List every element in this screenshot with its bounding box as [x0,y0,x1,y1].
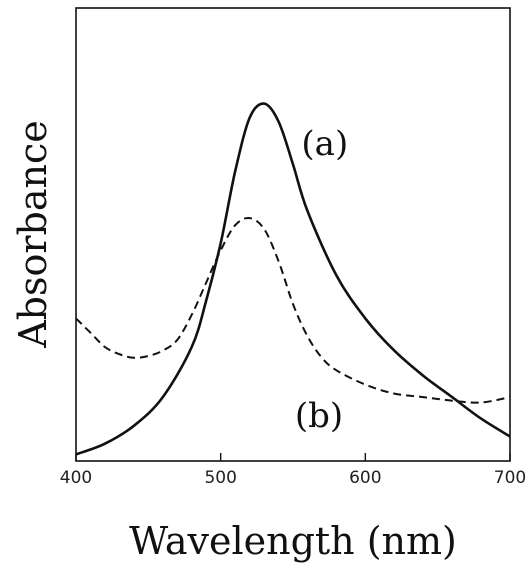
x-tick-label-500: 500 [204,468,236,488]
annotation-label-0: (a) [301,124,348,164]
annotation-label-1: (b) [295,396,343,436]
series-layer [75,102,511,456]
x-tick-label-700: 700 [494,468,526,488]
plot-frame [75,7,511,462]
annotations: (a) (b) [295,124,348,436]
y-axis-title: Absorbance [11,120,55,349]
x-tick-label-600: 600 [349,468,381,488]
x-axis-title: Wavelength (nm) [129,519,457,563]
series-line-a [75,102,511,456]
x-ticks: 400 500 600 700 [60,453,526,488]
series-line-b [75,217,511,404]
x-tick-label-400: 400 [60,468,92,488]
